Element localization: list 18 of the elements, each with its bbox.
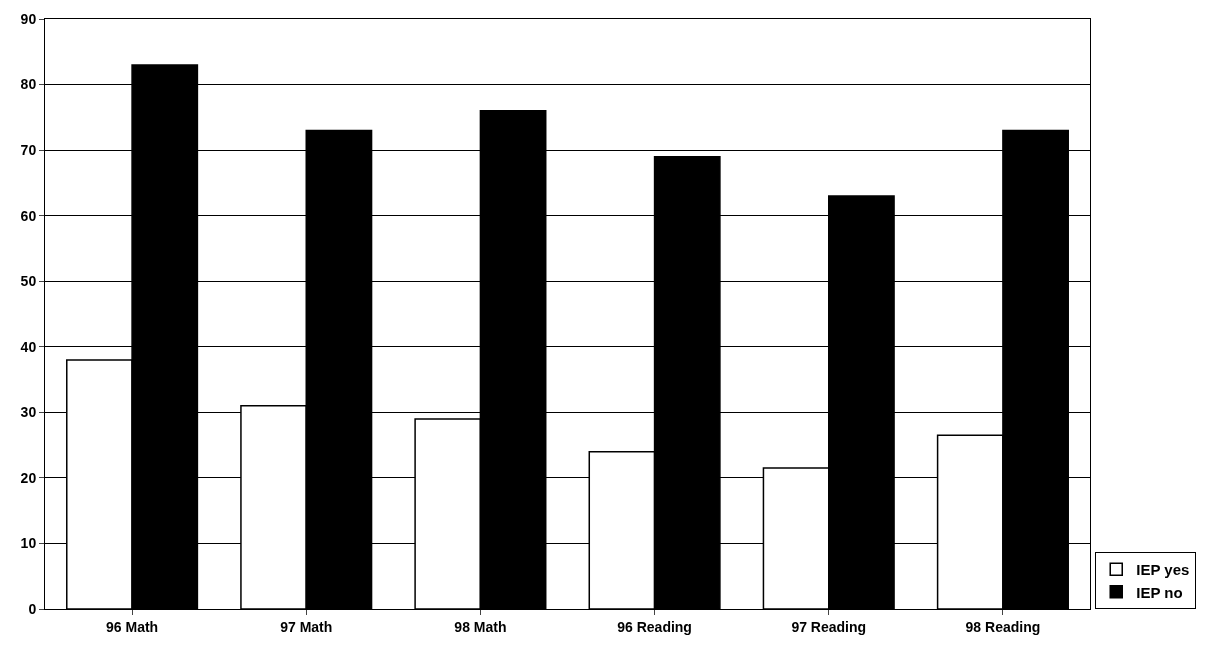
y-tick-label: 0 [28, 600, 37, 617]
y-tick-label: 80 [20, 76, 37, 93]
y-tick-label: 60 [20, 207, 37, 224]
y-tick-label: 20 [20, 469, 37, 486]
y-tick-label: 70 [20, 142, 37, 159]
x-tick-label: 98 Math [454, 618, 507, 635]
y-tick-label: 10 [20, 535, 37, 552]
y-tick-label: 50 [20, 273, 37, 290]
y-tick-label: 90 [20, 10, 37, 27]
x-tick-label: 97 Math [280, 618, 333, 635]
legend-label: IEP yes [1136, 561, 1190, 579]
y-tick-label: 30 [20, 404, 37, 421]
x-tick-label: 98 Reading [965, 618, 1041, 635]
x-tick-label: 97 Reading [791, 618, 867, 635]
x-tick-label: 96 Reading [617, 618, 692, 635]
legend-label: IEP no [1136, 583, 1183, 601]
x-tick-label: 96 Math [106, 618, 159, 635]
y-tick-label: 40 [20, 338, 37, 355]
